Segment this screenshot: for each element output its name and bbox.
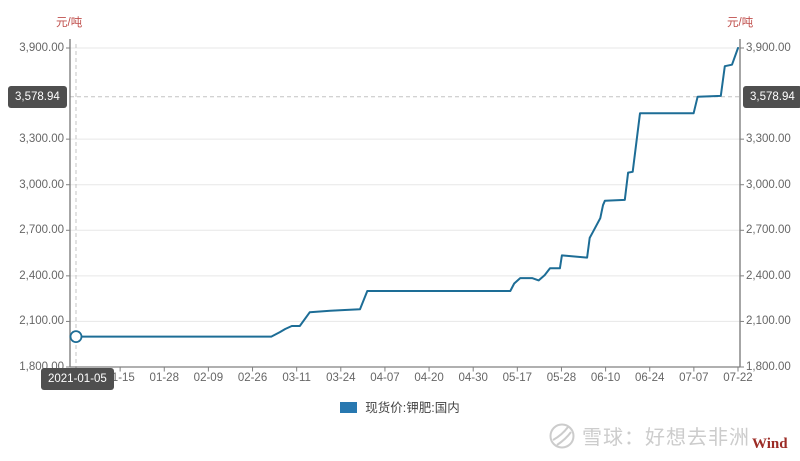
price-line [75,47,739,338]
y-axis-label: 3,300.00 [19,133,64,146]
x-axis-label: 02-09 [193,372,224,384]
x-axis-label: 04-07 [370,372,400,384]
y-axis-label: 3,000.00 [746,178,791,191]
x-axis-label: 07-22 [723,372,753,384]
y-axis-label: 3,300.00 [746,133,791,146]
xueqiu-watermark: 雪球：好想去非洲 [548,421,750,450]
x-axis-label: 03-11 [282,372,311,384]
xueqiu-logo-icon [549,423,575,448]
y-axis-label: 2,700.00 [746,224,791,237]
x-axis-label: 03-24 [326,372,356,384]
y-axis-label: 2,700.00 [19,224,64,237]
y-axis-label: 3,900.00 [746,42,791,54]
x-axis-label: 02-26 [237,372,268,384]
x-axis-label: 06-24 [635,372,665,384]
x-axis-label: 04-30 [458,372,488,384]
x-axis-label: 05-28 [546,372,577,384]
legend-label: 现货价:钾肥:国内 [365,401,460,415]
y-axis-label: 2,100.00 [19,315,64,328]
legend-swatch-icon [340,401,358,413]
y-axis-label: 1,800.00 [746,361,791,373]
x-axis-label: 05-17 [502,372,533,384]
y-axis-label: 3,900.00 [19,42,64,54]
y-highlight-badge-right: 3,578.94 [743,86,800,108]
y-axis-label: 2,400.00 [746,269,791,282]
start-point-marker [69,330,83,344]
y-axis-label: 3,000.00 [19,178,64,191]
wind-logo: Wind [752,436,788,452]
legend: 现货价:钾肥:国内 [0,397,800,416]
y-axis-unit-left: 元/吨 [56,17,83,29]
x-highlight-badge: 2021-01-05 [41,368,114,390]
watermark-text: 雪球：好想去非洲 [582,427,750,449]
x-axis-label: 06-10 [590,372,621,384]
x-axis-label: 07-07 [679,372,709,384]
y-axis-label: 2,100.00 [746,315,791,328]
y-axis-unit-right: 元/吨 [727,17,754,29]
x-axis-label: 04-20 [414,372,444,384]
y-axis-label: 2,400.00 [19,269,64,282]
x-axis-label: 01-28 [149,372,179,384]
y-highlight-badge-left: 3,578.94 [8,86,67,108]
